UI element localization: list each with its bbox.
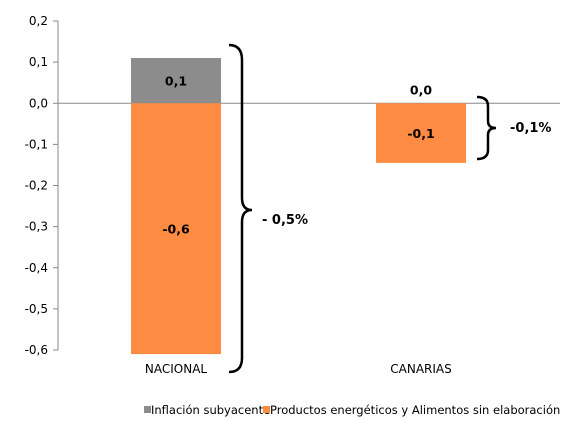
legend-label-0: Inflación subyacente <box>151 403 270 417</box>
data-label: 0,1 <box>165 74 187 89</box>
data-label: 0,0 <box>410 82 432 97</box>
y-tick-label: -0,2 <box>25 179 48 193</box>
label-layer: NACIONAL CANARIAS 0,1 0,0 -0,6 -0,1 <box>145 74 452 376</box>
y-tick-label: -0,4 <box>25 261 48 275</box>
bar <box>131 58 221 104</box>
category-label: CANARIAS <box>390 362 451 376</box>
y-tick-label: 0,1 <box>29 55 48 69</box>
y-tick-label: -0,3 <box>25 220 48 234</box>
data-label: -0,1 <box>407 126 434 141</box>
legend-label-1: Productos energéticos y Alimentos sin el… <box>270 403 560 417</box>
brace-canarias <box>476 95 497 161</box>
category-label: NACIONAL <box>145 362 208 376</box>
legend: Inflación subyacente Productos energétic… <box>144 403 560 417</box>
y-tick-label: -0,5 <box>25 302 48 316</box>
y-tick-label: 0,2 <box>29 14 48 28</box>
bar <box>131 103 221 355</box>
data-label: -0,6 <box>162 222 190 237</box>
brace-nacional <box>228 43 253 374</box>
legend-swatch-0 <box>144 406 151 413</box>
bar-layer <box>131 58 466 355</box>
bar <box>376 103 466 163</box>
axis-layer: 0,2 0,1 0,0 -0,1 -0,2 -0,3 -0,4 -0,5 -0,6 <box>25 14 560 357</box>
y-tick-label: -0,1 <box>25 137 48 151</box>
annotation-canarias: -0,1% <box>510 121 551 136</box>
legend-swatch-1 <box>263 406 270 413</box>
y-tick-label: -0,6 <box>25 343 48 357</box>
y-tick-label: 0,0 <box>29 96 48 110</box>
annotation-nacional: - 0,5% <box>262 213 308 228</box>
